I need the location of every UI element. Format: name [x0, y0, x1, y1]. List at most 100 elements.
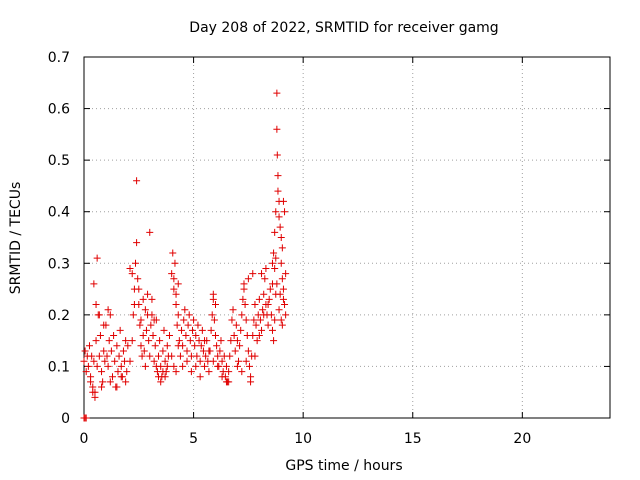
data-point [122, 378, 130, 386]
y-tick-labels: 0 0.1 0.2 0.3 0.4 0.5 0.6 0.7 [48, 50, 70, 427]
data-point [148, 295, 156, 303]
data-point [271, 228, 279, 236]
data-point [139, 331, 147, 339]
data-point [88, 352, 96, 360]
data-point [209, 290, 217, 298]
data-point [133, 177, 141, 185]
data-point [226, 352, 234, 360]
data-point [168, 352, 176, 360]
data-point [258, 270, 266, 278]
data-point [95, 311, 103, 319]
data-point [244, 347, 252, 355]
data-point [277, 316, 285, 324]
y-tick-label: 0 [61, 411, 70, 427]
data-point [170, 285, 178, 293]
data-point [114, 368, 122, 376]
data-point [187, 368, 195, 376]
data-point [140, 347, 148, 355]
data-point [277, 234, 285, 241]
data-point [116, 326, 124, 334]
data-point [179, 362, 187, 370]
data-point [274, 172, 282, 180]
data-point [270, 249, 278, 257]
data-point [95, 352, 103, 360]
y-tick-label: 0.6 [48, 102, 70, 118]
data-point [188, 326, 196, 334]
y-tick-label: 0.1 [48, 359, 70, 375]
data-point [275, 213, 283, 221]
data-point [84, 362, 92, 370]
data-point [255, 331, 263, 339]
data-point [100, 321, 108, 329]
y-tick-label: 0.3 [48, 256, 70, 272]
data-point [85, 342, 93, 350]
data-point [142, 326, 150, 334]
data-point [277, 259, 285, 267]
data-point [151, 342, 159, 350]
data-point [134, 275, 142, 283]
x-tick-label: 0 [80, 431, 89, 447]
data-point [237, 326, 245, 334]
data-point [276, 290, 284, 298]
data-point [165, 331, 173, 339]
data-point [139, 295, 147, 303]
data-point [129, 311, 137, 319]
data-point [273, 125, 281, 133]
data-point [172, 301, 180, 309]
data-point [264, 321, 272, 329]
data-point [193, 352, 201, 360]
data-point [209, 357, 217, 365]
data-point [150, 316, 158, 324]
data-point [270, 337, 278, 345]
data-point [163, 362, 171, 370]
data-point [245, 362, 253, 370]
data-point [192, 331, 200, 339]
data-point [256, 316, 264, 324]
data-point [197, 342, 205, 350]
data-point [155, 373, 163, 381]
data-point [117, 373, 125, 381]
data-point [152, 362, 160, 370]
data-point [279, 295, 287, 303]
data-point [185, 311, 193, 319]
data-point [149, 331, 157, 339]
x-tick-label: 15 [404, 431, 422, 447]
data-point [271, 316, 279, 324]
data-point [178, 326, 186, 334]
data-point [96, 331, 104, 339]
y-tick-label: 0.5 [48, 153, 70, 169]
data-point [110, 331, 118, 339]
data-point [214, 362, 222, 370]
data-point [159, 368, 167, 376]
data-point [89, 388, 97, 396]
data-point [145, 337, 153, 345]
y-tick-label: 0.4 [48, 205, 70, 221]
data-point [105, 337, 113, 345]
data-point [218, 357, 226, 365]
data-point [261, 275, 269, 283]
data-point [107, 347, 115, 355]
y-axis-title: SRMTID / TECUs [8, 182, 24, 295]
data-point [99, 378, 107, 386]
data-point [252, 321, 260, 329]
data-point [182, 331, 190, 339]
data-point [214, 352, 222, 360]
data-point [264, 301, 272, 309]
data-point [161, 357, 169, 365]
data-point [228, 316, 236, 324]
data-point [133, 239, 141, 247]
data-point [87, 378, 95, 386]
data-point [124, 342, 132, 350]
data-point [115, 352, 123, 360]
data-point [279, 285, 287, 293]
data-point [174, 311, 182, 319]
data-point [81, 347, 89, 355]
data-point [278, 244, 286, 252]
grid [84, 57, 610, 418]
data-point [126, 357, 134, 365]
data-point [156, 337, 164, 345]
data-point [266, 285, 274, 293]
data-point [276, 223, 284, 231]
data-point [202, 352, 210, 360]
data-point [251, 301, 259, 309]
